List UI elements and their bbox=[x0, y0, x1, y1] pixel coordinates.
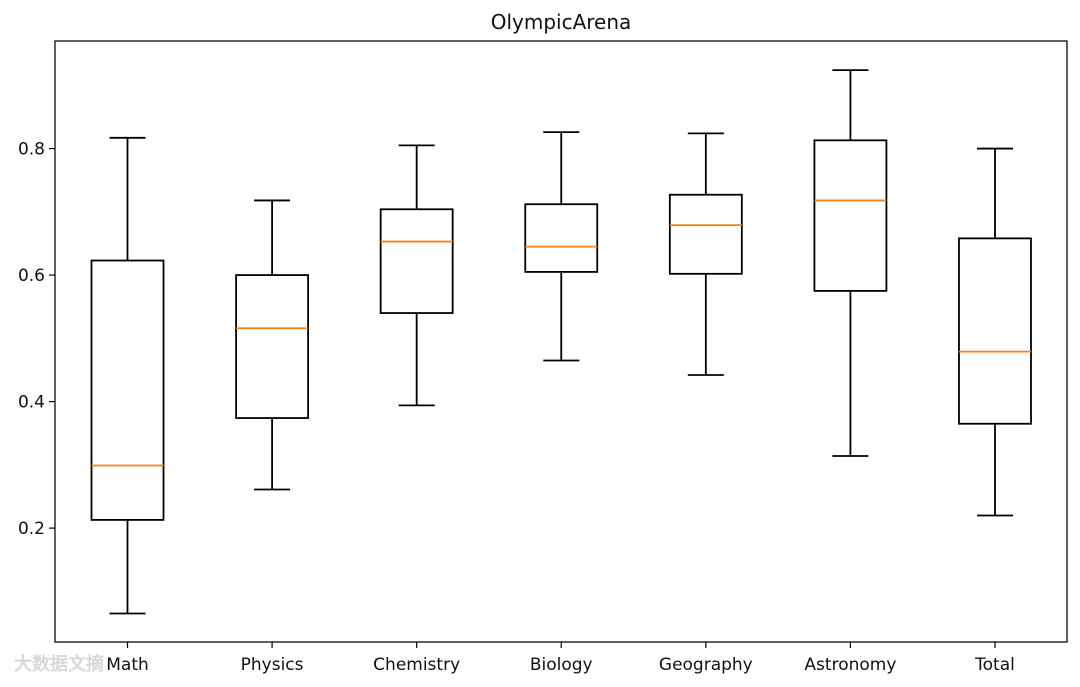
watermark: 大数据文摘 bbox=[14, 653, 104, 675]
y-tick-label: 0.8 bbox=[18, 140, 45, 160]
plot-area bbox=[90, 69, 1032, 615]
x-axis: Math Physics Chemistry Biology Geography Astr… bbox=[106, 642, 1015, 675]
y-tick-label: 0.2 bbox=[18, 519, 45, 539]
iqr-box bbox=[90, 259, 165, 521]
iqr-box bbox=[524, 203, 599, 273]
iqr-box bbox=[379, 208, 454, 314]
box-astronomy bbox=[813, 69, 888, 457]
x-tick-label: Chemistry bbox=[373, 655, 460, 675]
box-math bbox=[90, 136, 165, 615]
y-tick-label: 0.4 bbox=[18, 393, 45, 413]
x-tick-label: Physics bbox=[241, 655, 304, 675]
iqr-box bbox=[958, 237, 1032, 425]
x-tick-label: Biology bbox=[530, 655, 593, 675]
iqr-box bbox=[668, 193, 743, 275]
y-axis: 0.2 0.4 0.6 0.8 bbox=[18, 140, 55, 539]
y-tick-label: 0.6 bbox=[18, 266, 45, 286]
box-physics bbox=[235, 199, 309, 491]
box-total bbox=[958, 147, 1032, 517]
box-chemistry bbox=[379, 144, 454, 407]
x-tick-label: Astronomy bbox=[804, 655, 896, 675]
iqr-box bbox=[235, 274, 309, 419]
x-tick-label: Geography bbox=[659, 655, 753, 675]
watermark-text: 大数据文摘 bbox=[14, 653, 104, 675]
box-biology bbox=[524, 131, 599, 362]
box-geography bbox=[668, 132, 743, 376]
x-tick-label: Math bbox=[106, 655, 149, 675]
chart-title: OlympicArena bbox=[491, 10, 632, 34]
x-tick-label: Total bbox=[974, 655, 1015, 675]
iqr-box bbox=[813, 139, 888, 292]
